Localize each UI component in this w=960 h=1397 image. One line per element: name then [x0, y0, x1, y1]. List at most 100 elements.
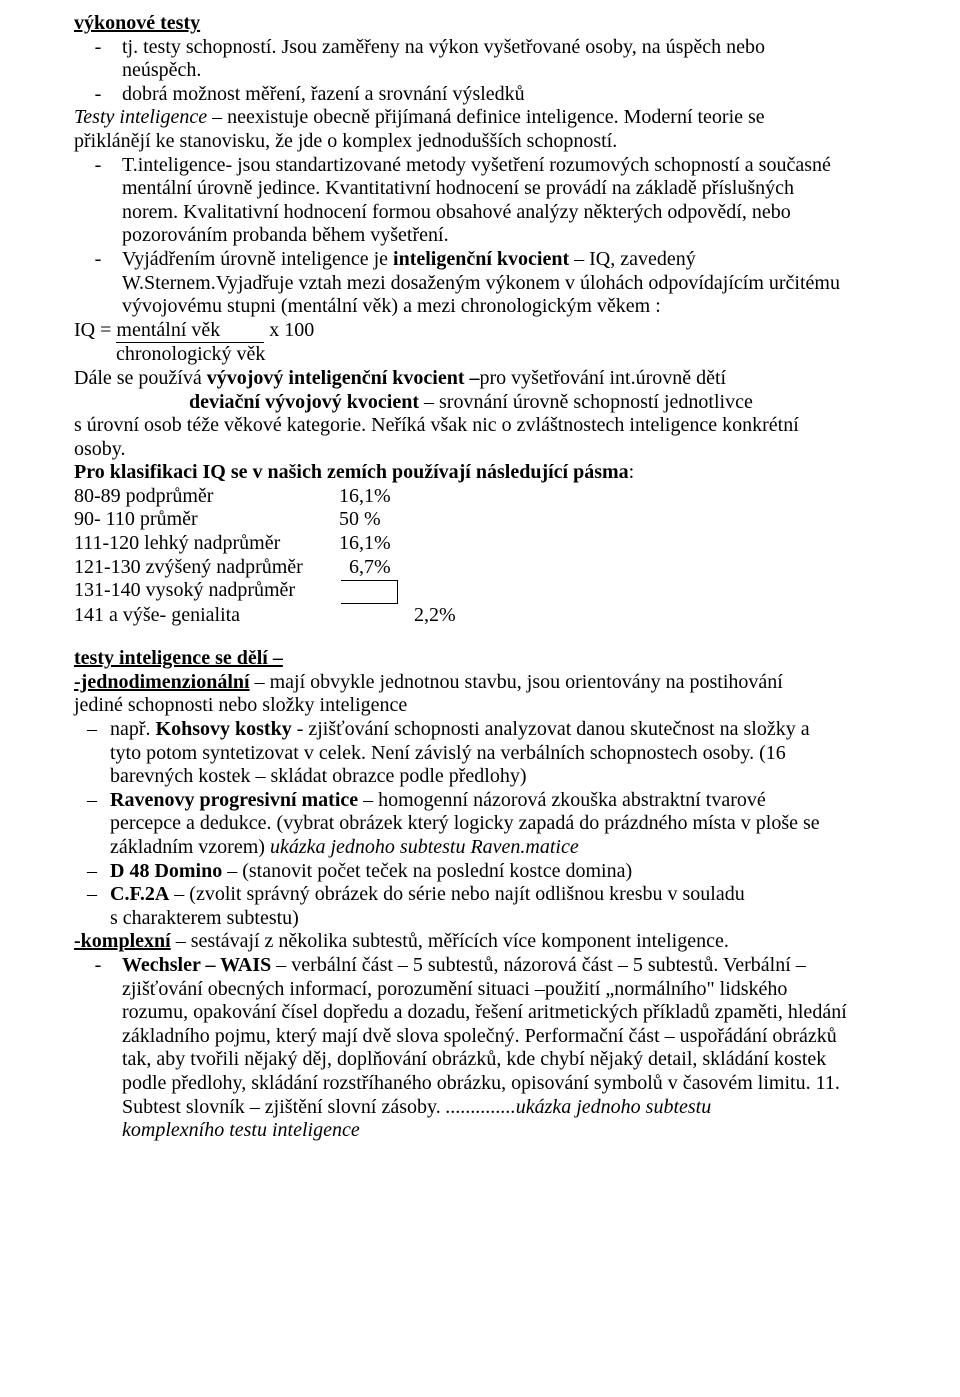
- text-segment: – IQ, zavedený: [569, 248, 696, 270]
- term-jednodimenzionalni: -jednodimenzionální: [74, 671, 250, 693]
- paragraph-klasifikace-title: Pro klasifikaci IQ se v našich zemích po…: [74, 461, 886, 485]
- iq-band-label: 141 a výše- genialita: [74, 604, 334, 628]
- indent-spacer: [74, 391, 189, 413]
- text-line: zjišťování obecných informací, porozuměn…: [122, 978, 787, 1000]
- list-item-d48: – D 48 Domino – (stanovit počet teček na…: [74, 860, 886, 884]
- paragraph-komplexni: -komplexní – sestávají z několika subtes…: [74, 930, 886, 954]
- bullet-text: T.inteligence- jsou standartizované meto…: [122, 154, 886, 248]
- text-line: percepce a dedukce. (vybrat obrázek kter…: [110, 812, 820, 834]
- term-vyvojovy-kvocient: vývojový inteligenční kvocient –: [207, 367, 480, 389]
- text-line: osoby.: [74, 438, 125, 460]
- bullet-endash: –: [74, 718, 110, 789]
- iq-band-label: 90- 110 průměr: [74, 508, 334, 532]
- paragraph-jednodimenzionalni: -jednodimenzionální – mají obvykle jedno…: [74, 671, 886, 718]
- text-segment: např.: [110, 718, 156, 740]
- text-line: s charakterem subtestu): [110, 907, 299, 929]
- bullet-endash: –: [74, 789, 110, 860]
- text-segment: Subtest slovník – zjištění slovní zásoby…: [122, 1096, 446, 1118]
- dash-list: – např. Kohsovy kostky - zjišťování scho…: [74, 718, 886, 930]
- text-segment: x 100: [264, 319, 314, 341]
- text-segment: :: [629, 461, 635, 483]
- iq-band-pct: 16,1%: [339, 532, 409, 556]
- text-segment: - zjišťování schopnosti analyzovat danou…: [292, 718, 810, 740]
- text-segment: Vyjádřením úrovně inteligence je: [122, 248, 393, 270]
- iq-denominator: chronologický věk: [74, 343, 265, 365]
- text-line: s úrovní osob téže věkové kategorie. Neř…: [74, 414, 799, 436]
- iq-band-row: 111-120 lehký nadprůměr 16,1%: [74, 532, 886, 556]
- text-line: T.inteligence- jsou standartizované meto…: [122, 154, 831, 176]
- text-line: podle předlohy, skládání rozstříhaného o…: [122, 1072, 840, 1094]
- bullet-item: - tj. testy schopností. Jsou zaměřeny na…: [74, 36, 886, 83]
- bullet-endash: –: [74, 883, 110, 930]
- bullet-dash: -: [74, 83, 122, 107]
- iq-band-pct: 50 %: [339, 508, 409, 532]
- section-heading-deli: testy inteligence se dělí –: [74, 647, 886, 671]
- text-segment: pro vyšetřování int.úrovně dětí: [480, 367, 727, 389]
- section-heading-vykonove-testy: výkonové testy: [74, 12, 886, 36]
- text-line: tak, aby tvořili nějaký děj, doplňování …: [122, 1048, 826, 1070]
- text-segment: – homogenní názorová zkouška abstraktní …: [358, 789, 766, 811]
- term-d48-domino: D 48 Domino: [110, 860, 222, 882]
- bullet-item: - T.inteligence- jsou standartizované me…: [74, 154, 886, 248]
- bullet-item: - Vyjádřením úrovně inteligence je intel…: [74, 248, 886, 319]
- text-segment: – verbální část – 5 subtestů, názorová č…: [271, 954, 806, 976]
- bullet-text: dobrá možnost měření, řazení a srovnání …: [122, 83, 886, 107]
- text-line: barevných kostek – skládat obrazce podle…: [110, 765, 527, 787]
- iq-band-pct: 16,1%: [339, 485, 409, 509]
- iq-band-pct: 2,2%: [414, 604, 484, 628]
- text-line: rozumu, opakování čísel dopředu a dozadu…: [122, 1001, 847, 1023]
- iq-band-label: 80-89 podprůměr: [74, 485, 334, 509]
- paragraph-testy-inteligence: Testy inteligence – neexistuje obecně př…: [74, 106, 886, 153]
- term-kohsovy-kostky: Kohsovy kostky: [156, 718, 292, 740]
- text-line: vývojovému stupni (mentální věk) a mezi …: [122, 295, 661, 317]
- text-line: pozorováním probanda během vyšetření.: [122, 224, 449, 246]
- text-segment: IQ =: [74, 319, 116, 341]
- term-cf2a: C.F.2A: [110, 883, 169, 905]
- text-line: mentální úrovně jedince. Kvantitativní h…: [122, 177, 794, 199]
- text-segment: – neexistuje obecně přijímaná definice i…: [207, 106, 765, 128]
- text-line: jediné schopnosti nebo složky inteligenc…: [74, 694, 407, 716]
- text-line: tyto potom syntetizovat v celek. Není zá…: [110, 742, 786, 764]
- iq-band-row: 141 a výše- genialita 2,2%: [74, 604, 886, 628]
- text-line: neúspěch.: [122, 59, 201, 81]
- list-item-cf2a: – C.F.2A – (zvolit správný obrázek do sé…: [74, 883, 886, 930]
- iq-band-row: 90- 110 průměr 50 %: [74, 508, 886, 532]
- iq-band-row: 80-89 podprůměr 16,1%: [74, 485, 886, 509]
- text-segment: – (zvolit správný obrázek do série nebo …: [169, 883, 744, 905]
- iq-numerator: mentální věk: [116, 319, 264, 344]
- text-line: W.Sternem.Vyjadřuje vztah mezi dosaženým…: [122, 272, 840, 294]
- document-page: výkonové testy - tj. testy schopností. J…: [0, 0, 960, 1397]
- text-italic-ukazka: komplexního testu inteligence: [122, 1119, 360, 1141]
- text-line: přiklánějí ke stanovisku, že jde o kompl…: [74, 130, 617, 152]
- paragraph-dale: Dále se používá vývojový inteligenční kv…: [74, 367, 886, 461]
- text-line: základního pojmu, který mají dvě slova s…: [122, 1025, 837, 1047]
- bullet-item: - dobrá možnost měření, řazení a srovnán…: [74, 83, 886, 107]
- bullet-dash: -: [74, 154, 122, 248]
- list-item-wechsler: - Wechsler – WAIS – verbální část – 5 su…: [74, 954, 886, 1143]
- text-segment: – srovnání úrovně schopností jednotlivce: [419, 391, 753, 413]
- bullet-endash: –: [74, 860, 110, 884]
- text-italic-ukazka: ..............ukázka jednoho subtestu: [446, 1096, 712, 1118]
- list-item-raven: – Ravenovy progresivní matice – homogenn…: [74, 789, 886, 860]
- text-segment: – mají obvykle jednotnou stavbu, jsou or…: [250, 671, 783, 693]
- iq-formula: IQ = mentální věk x 100 chronologický vě…: [74, 319, 886, 367]
- bullet-text: Vyjádřením úrovně inteligence je intelig…: [122, 248, 886, 319]
- text-segment: základním vzorem): [110, 836, 270, 858]
- title-klasifikace: Pro klasifikaci IQ se v našich zemích po…: [74, 461, 629, 483]
- bullet-dash: -: [74, 36, 122, 83]
- term-wechsler-wais: Wechsler – WAIS: [122, 954, 271, 976]
- text-segment: – (stanovit počet teček na poslední kost…: [222, 860, 632, 882]
- iq-band-pct: 6,7%: [339, 556, 409, 580]
- curly-brace-icon: [341, 580, 398, 604]
- bullet-dash: -: [74, 954, 122, 1143]
- bullet-dash: -: [74, 248, 122, 319]
- list-item-kohsovy: – např. Kohsovy kostky - zjišťování scho…: [74, 718, 886, 789]
- iq-band-label: 121-130 zvýšený nadprůměr: [74, 556, 334, 580]
- text-segment: Dále se používá: [74, 367, 207, 389]
- iq-band-row: 121-130 zvýšený nadprůměr 6,7%: [74, 556, 886, 580]
- term-testy-inteligence: Testy inteligence: [74, 106, 207, 128]
- bullet-text: tj. testy schopností. Jsou zaměřeny na v…: [122, 36, 886, 83]
- term-ravenovy-matice: Ravenovy progresivní matice: [110, 789, 358, 811]
- text-segment: – sestávají z několika subtestů, měřícíc…: [171, 930, 729, 952]
- text-line: tj. testy schopností. Jsou zaměřeny na v…: [122, 36, 765, 58]
